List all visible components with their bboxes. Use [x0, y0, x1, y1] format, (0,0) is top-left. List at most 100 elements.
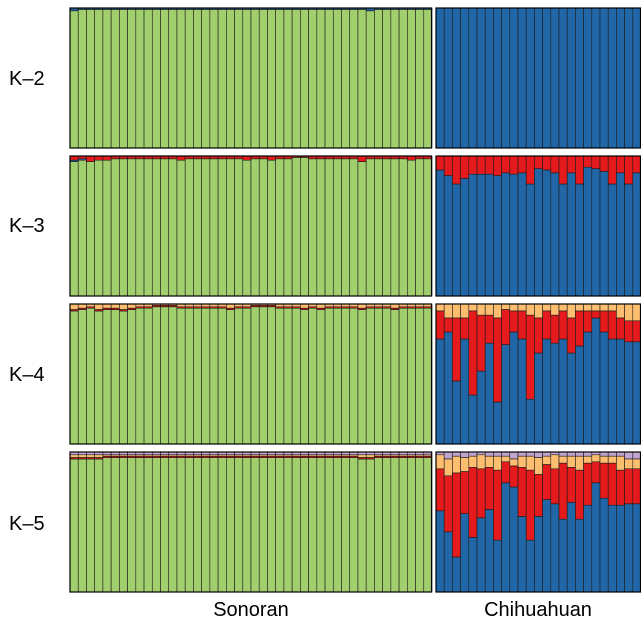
bar-sonoran-k5-28-green: [291, 457, 301, 593]
bar-chihuahuan-k5-6-orange: [476, 454, 486, 470]
bar-sonoran-k4-1-red: [69, 309, 79, 312]
bar-chihuahuan-k5-22-orange: [607, 455, 617, 464]
bar-sonoran-k3-4-green: [94, 159, 104, 297]
bar-chihuahuan-k5-13-red: [534, 474, 543, 517]
bar-chihuahuan-k2-21-blue: [599, 7, 609, 149]
bar-sonoran-k3-42-red: [407, 155, 416, 161]
bar-sonoran-k5-26-red: [275, 455, 285, 458]
bar-sonoran-k5-11-green: [151, 457, 161, 593]
bar-chihuahuan-k4-22-red: [607, 310, 617, 340]
bar-sonoran-k5-11-red: [151, 455, 161, 458]
bar-sonoran-k5-5-red: [102, 455, 112, 458]
bar-chihuahuan-k3-20-blue: [591, 168, 601, 297]
bar-chihuahuan-k5-3-orange: [452, 455, 461, 474]
bar-chihuahuan-k4-12-orange: [525, 303, 535, 316]
bar-chihuahuan-k5-14-red: [542, 464, 552, 500]
bar-sonoran-k2-8-green: [127, 9, 137, 149]
bar-sonoran-k2-39-green: [382, 9, 392, 149]
bar-sonoran-k3-42-green: [407, 159, 416, 297]
bar-chihuahuan-k5-3-purple: [452, 451, 461, 457]
bar-sonoran-k5-3-green: [86, 458, 95, 593]
bar-chihuahuan-k2-8-blue: [493, 7, 502, 149]
bar-chihuahuan-k4-17-red: [566, 317, 576, 354]
bar-sonoran-k4-28-red: [291, 306, 301, 309]
bar-chihuahuan-k3-24-blue: [624, 183, 634, 297]
bar-sonoran-k5-32-green: [324, 457, 334, 593]
bar-chihuahuan-k4-11-blue: [517, 338, 527, 445]
bar-chihuahuan-k3-13-blue: [534, 168, 543, 297]
bar-sonoran-k3-34-green: [341, 158, 351, 297]
bar-sonoran-k2-43-green: [415, 9, 425, 149]
bar-chihuahuan-k3-17-blue: [566, 172, 576, 297]
bar-sonoran-k5-5-green: [102, 457, 112, 593]
bar-sonoran-k4-26-red: [275, 306, 285, 309]
bar-chihuahuan-k4-25-blue: [632, 341, 641, 445]
bar-sonoran-k5-19-red: [217, 455, 227, 458]
bar-sonoran-k4-37-red: [365, 306, 375, 309]
bar-chihuahuan-k2-7-blue: [484, 7, 494, 149]
bar-chihuahuan-k5-15-orange: [550, 454, 560, 470]
bar-chihuahuan-k4-15-orange: [550, 303, 560, 316]
bar-chihuahuan-k5-20-blue: [591, 482, 601, 593]
panel-label-k4: K–4: [9, 364, 45, 386]
bar-sonoran-k4-5-red: [102, 307, 112, 310]
bar-chihuahuan-k2-23-blue: [616, 7, 625, 149]
bar-sonoran-k5-24-red: [258, 455, 268, 458]
bar-sonoran-k5-21-green: [234, 457, 244, 593]
bar-chihuahuan-k4-8-blue: [493, 401, 502, 445]
bar-sonoran-k4-43-green: [415, 307, 425, 445]
bar-sonoran-k3-41-green: [398, 158, 408, 297]
bar-sonoran-k2-25-green: [267, 9, 276, 149]
bar-sonoran-k4-10-green: [143, 307, 153, 445]
bar-sonoran-k3-12-green: [160, 158, 170, 297]
bar-sonoran-k5-9-red: [135, 455, 145, 458]
panel-border-sonoran-k3: [69, 155, 433, 297]
bar-sonoran-k5-12-green: [160, 457, 170, 593]
bar-sonoran-k3-36-green: [357, 161, 367, 297]
bar-chihuahuan-k4-13-red: [534, 317, 543, 354]
bar-sonoran-k4-8-orange: [127, 303, 137, 309]
bar-sonoran-k5-20-red: [226, 455, 235, 458]
bar-chihuahuan-k2-20-blue: [591, 7, 601, 149]
bar-sonoran-k3-43-green: [415, 158, 425, 297]
bar-sonoran-k5-43-red: [415, 455, 425, 458]
bar-chihuahuan-k3-21-red: [599, 155, 609, 172]
bar-chihuahuan-k4-9-orange: [501, 303, 511, 310]
bar-chihuahuan-k5-24-red: [624, 468, 634, 505]
bar-sonoran-k2-35-green: [349, 9, 359, 149]
bar-sonoran-k4-14-green: [176, 307, 186, 445]
bar-chihuahuan-k5-7-purple: [484, 451, 494, 457]
bar-sonoran-k2-36-green: [357, 9, 367, 149]
bar-sonoran-k4-41-green: [398, 307, 408, 445]
bar-chihuahuan-k3-23-blue: [616, 172, 625, 297]
bar-chihuahuan-k5-20-red: [591, 461, 601, 484]
bar-sonoran-k4-20-red: [226, 307, 235, 310]
bar-chihuahuan-k3-19-blue: [583, 166, 593, 297]
bar-chihuahuan-k4-3-red: [452, 317, 461, 382]
bar-chihuahuan-k3-10-blue: [509, 173, 519, 297]
bar-chihuahuan-k3-15-red: [550, 155, 560, 174]
bar-sonoran-k5-35-red: [349, 455, 359, 458]
group-label-sonoran: Sonoran: [213, 599, 289, 621]
bar-chihuahuan-k3-7-red: [484, 155, 494, 175]
bar-chihuahuan-k4-4-red: [460, 317, 470, 340]
bar-chihuahuan-k5-24-purple: [624, 451, 634, 460]
bar-sonoran-k3-16-green: [193, 158, 202, 297]
bar-chihuahuan-k5-1-blue: [435, 510, 445, 593]
bar-sonoran-k2-11-green: [151, 9, 161, 149]
bar-sonoran-k4-10-red: [143, 306, 153, 309]
bar-sonoran-k2-17-green: [201, 9, 211, 149]
bar-chihuahuan-k5-13-purple: [534, 451, 543, 458]
bar-sonoran-k5-25-green: [267, 457, 276, 593]
bar-sonoran-k5-4-green: [94, 458, 104, 593]
bar-sonoran-k3-36-red: [357, 155, 367, 162]
bar-sonoran-k3-25-red: [267, 155, 276, 161]
bar-sonoran-k4-32-green: [324, 307, 334, 445]
bar-chihuahuan-k4-12-blue: [525, 398, 535, 445]
bar-chihuahuan-k2-10-blue: [509, 7, 519, 149]
bar-sonoran-k4-3-green: [86, 307, 95, 445]
bar-chihuahuan-k5-19-blue: [583, 504, 593, 593]
bar-chihuahuan-k5-13-orange: [534, 457, 543, 475]
bar-sonoran-k5-25-red: [267, 455, 276, 458]
bar-sonoran-k2-5-green: [102, 9, 112, 149]
